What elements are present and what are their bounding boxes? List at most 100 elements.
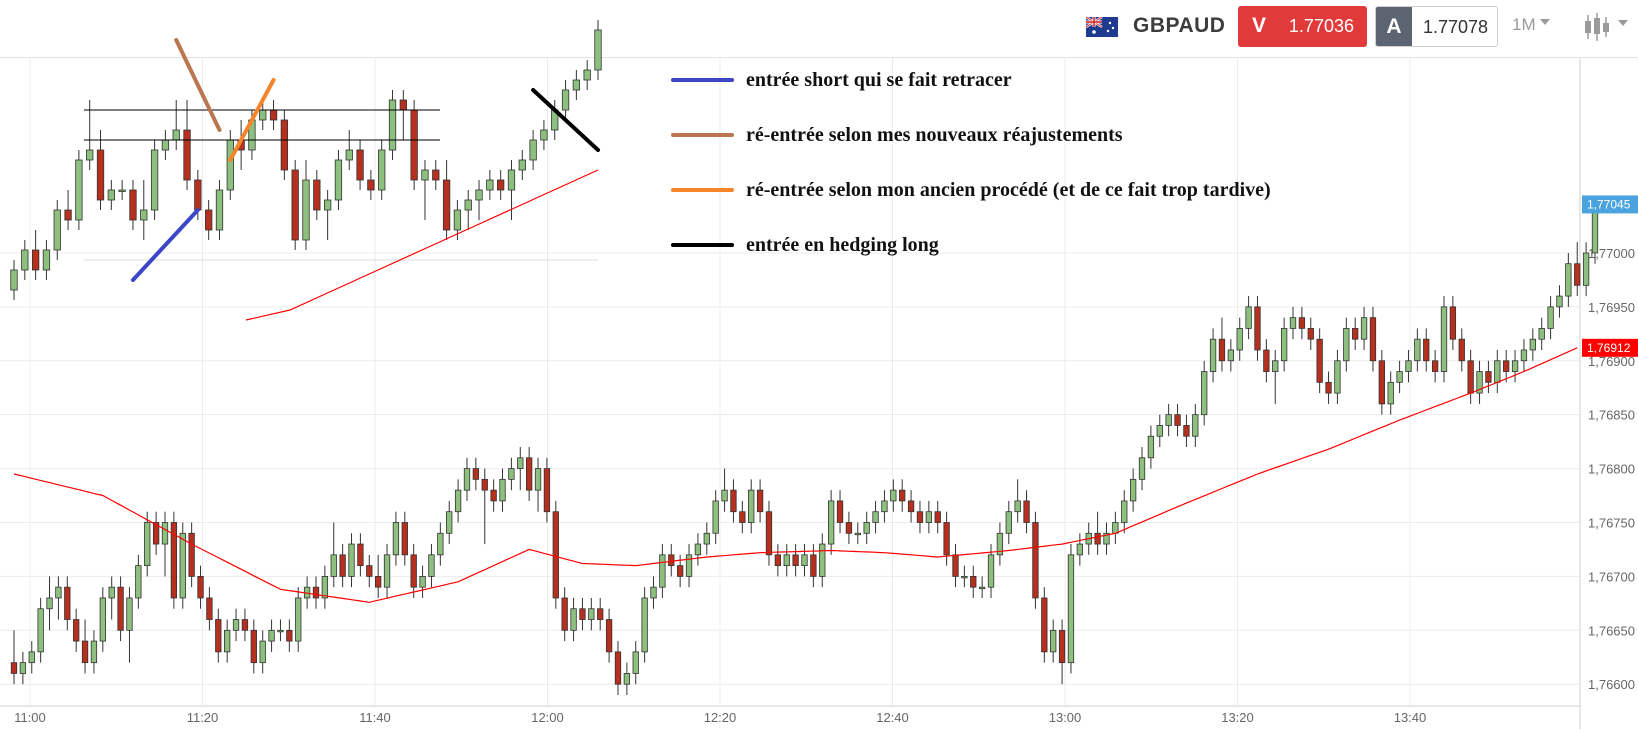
candle-body [891,490,897,501]
inset-candle-body [541,130,547,140]
inset-candle-body [54,210,60,250]
inset-candle-body [433,170,439,180]
candle-body [1113,522,1119,533]
inset-candle-body [368,180,374,190]
candle-body [322,576,328,598]
candle-body [971,576,977,587]
inset-candle-body [162,140,168,150]
y-tick-label: 1,76800 [1588,462,1635,477]
candle-body [811,555,817,577]
candle-body [491,490,497,501]
candle-body [198,576,204,598]
candle-body [1352,328,1358,339]
candle-body [313,587,319,598]
candle-body [544,469,550,512]
candle-body [1521,350,1527,361]
inset-candle-body [465,200,471,210]
candle-body [340,555,346,577]
candle-body [269,630,275,641]
inset-candle-body [216,190,222,230]
x-tick-label: 11:00 [14,710,46,725]
inset-candle-body [11,270,17,290]
candle-body [455,490,461,512]
inset-candle-body [476,190,482,200]
candle-body [1592,210,1598,253]
candle-body [1237,328,1243,350]
inset-candle-body [259,110,265,120]
x-tick-label: 12:20 [704,710,737,725]
legend-label: ré-entrée selon mes nouveaux réajustemen… [746,124,1123,146]
candle-body [1228,350,1234,361]
y-tick-label: 1,76750 [1588,515,1635,530]
candle-body [553,512,559,598]
candle-body [846,522,852,533]
candle-body [1344,328,1350,360]
candle-body [1246,307,1252,329]
inset-candle-body [519,160,525,170]
candle-body [11,663,17,674]
candle-body [1557,296,1563,307]
candle-body [1139,458,1145,480]
candle-body [1068,555,1074,663]
candle-body [287,630,293,641]
candle-body [278,630,284,632]
candle-body [1566,264,1572,296]
candle-body [1033,522,1039,597]
candle-body [1059,630,1065,662]
candle-body [624,673,630,684]
candle-body [1095,533,1101,544]
inset-candle-body [281,120,287,170]
candle-body [1201,372,1207,415]
inset-candle-body [227,140,233,190]
candle-body [589,609,595,620]
candle-body [651,587,657,598]
candle-body [908,501,914,512]
annotation-stroke [133,210,198,280]
candle-body [802,555,808,566]
legend-label: entrée en hedging long [746,234,939,256]
candle-body [331,555,337,577]
candle-body [56,587,62,598]
candle-body [580,609,586,620]
candle-body [1397,372,1403,383]
candle-body [917,512,923,523]
candle-body [349,544,355,576]
y-axis-labels: 1,770001,769501,769001,768501,768001,767… [1588,246,1635,692]
candle-body [91,641,97,663]
candle-body [1148,436,1154,458]
candle-body [473,469,479,480]
inset-candle-body [422,170,428,180]
candle-body [1219,339,1225,361]
candle-body [606,620,612,652]
candle-body [375,576,381,587]
candle-body [1450,307,1456,339]
main-candles [11,199,1598,695]
candle-body [509,469,515,480]
candle-body [464,469,470,491]
candle-body [837,501,843,523]
candle-body [20,663,26,674]
candle-body [962,576,968,578]
y-tick-label: 1,76600 [1588,677,1635,692]
candle-body [855,533,861,535]
inset-candle-body [108,190,114,200]
candle-body [988,555,994,587]
y-tick-label: 1,76700 [1588,569,1635,584]
candle-body [1024,501,1030,523]
inset-candle-body [508,170,514,190]
inset-candle-body [270,110,276,120]
inset-candle-body [65,210,71,220]
candle-body [615,652,621,684]
candle-body [686,555,692,577]
candle-body [260,641,266,663]
price-tag-label: 1,77045 [1587,197,1631,211]
candle-body [793,555,799,566]
candle-body [1308,328,1314,339]
candle-body [251,630,257,662]
candle-body [1272,361,1278,372]
candle-body [1121,501,1127,523]
candle-body [1370,318,1376,361]
inset-candle-body [32,250,38,270]
candle-body [144,522,150,565]
